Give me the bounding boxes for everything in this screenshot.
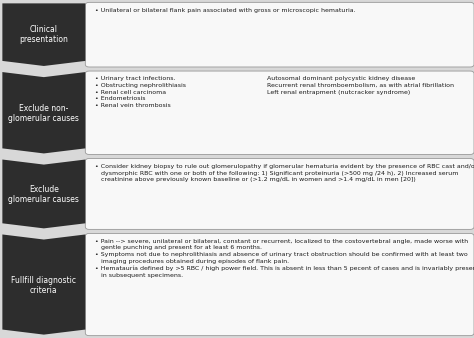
FancyBboxPatch shape — [85, 2, 474, 67]
Polygon shape — [2, 3, 85, 66]
Text: Clinical
presentation: Clinical presentation — [19, 25, 68, 44]
Polygon shape — [2, 72, 85, 153]
Text: • Unilateral or bilateral flank pain associated with gross or microscopic hematu: • Unilateral or bilateral flank pain ass… — [95, 8, 356, 13]
Text: Fullfill diagnostic
criteria: Fullfill diagnostic criteria — [11, 275, 76, 295]
Polygon shape — [2, 160, 85, 228]
FancyBboxPatch shape — [85, 159, 474, 230]
Text: • Urinary tract infections.
• Obstructing nephrolithiasis
• Renal cell carcinoma: • Urinary tract infections. • Obstructin… — [95, 76, 186, 108]
Text: Exclude
glomerular causes: Exclude glomerular causes — [9, 185, 79, 204]
Text: • Pain --> severe, unilateral or bilateral, constant or recurrent, localized to : • Pain --> severe, unilateral or bilater… — [95, 239, 474, 277]
Text: Exclude non-
glomerular causes: Exclude non- glomerular causes — [9, 104, 79, 123]
FancyBboxPatch shape — [85, 71, 474, 154]
Text: Autosomal dominant polycystic kidney disease
Recurrent renal thromboembolism, as: Autosomal dominant polycystic kidney dis… — [267, 76, 454, 95]
Text: • Consider kidney biopsy to rule out glomerulopathy if glomerular hematuria evid: • Consider kidney biopsy to rule out glo… — [95, 164, 474, 182]
Polygon shape — [2, 235, 85, 335]
FancyBboxPatch shape — [85, 234, 474, 336]
